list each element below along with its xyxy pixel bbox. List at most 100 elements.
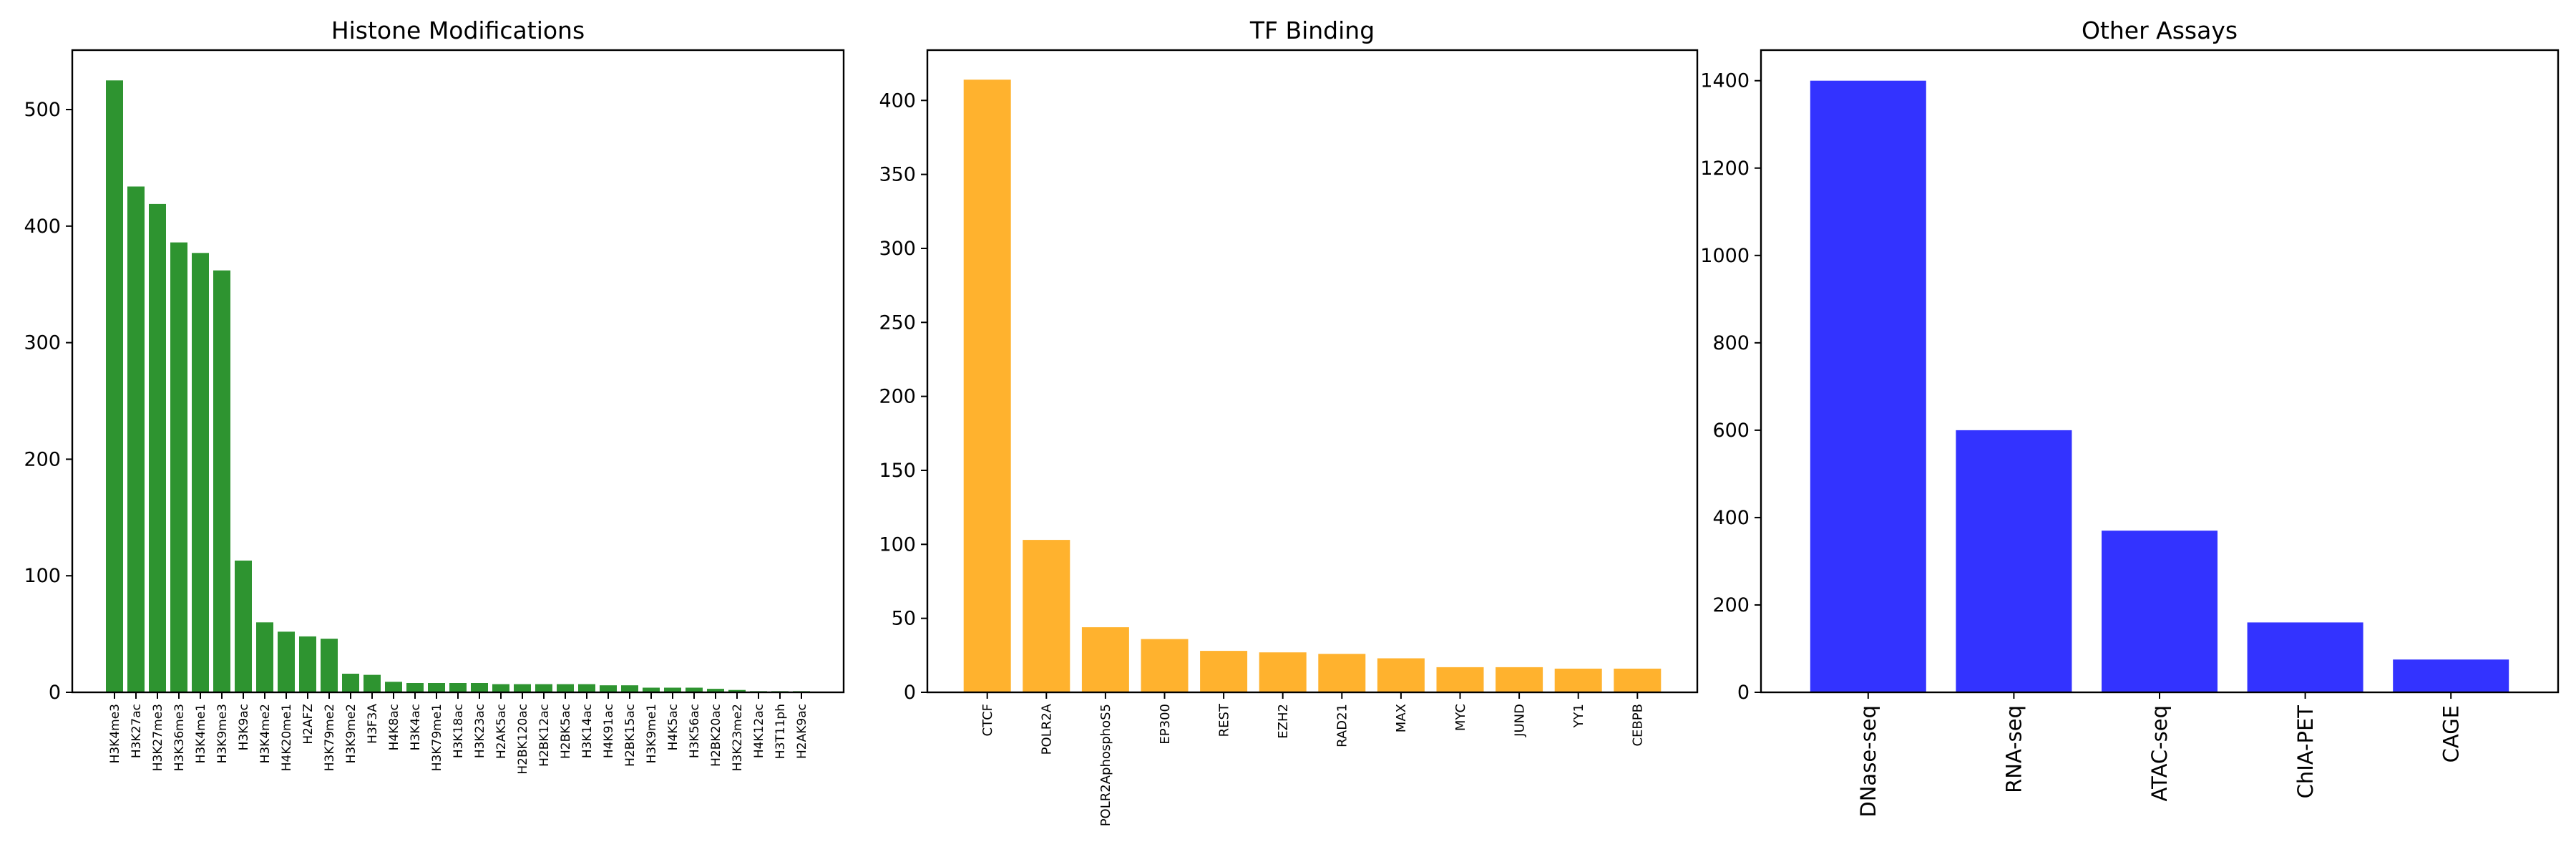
bar-rna-seq xyxy=(1956,430,2072,692)
bar-h3k14ac xyxy=(578,684,595,692)
x-tick-label: YY1 xyxy=(1571,704,1586,728)
y-tick-label: 200 xyxy=(879,386,916,408)
bar-h3k9me1 xyxy=(643,687,660,692)
bar-cebpb xyxy=(1614,668,1662,692)
x-tick-label: H3K14ac xyxy=(580,704,595,758)
bar-h2afz xyxy=(299,636,316,692)
chart-panel-2: TF Binding 0 50 100 150 200 250 300 350 400 CTCF PO… xyxy=(879,16,1699,826)
x-tick-label: H2AK9ac xyxy=(795,704,809,759)
chart-title: Other Assays xyxy=(2082,16,2238,44)
bar-ctcf xyxy=(963,79,1011,693)
y-tick-label: 1400 xyxy=(1700,70,1750,92)
bar-h2bk120ac xyxy=(514,684,531,692)
y-tick-label: 1000 xyxy=(1700,245,1750,267)
x-tick-label: CTCF xyxy=(980,704,995,736)
x-tick-label: H2BK15ac xyxy=(623,704,638,767)
bar-h3k18ac xyxy=(449,683,467,692)
x-tick-label: H3K4me1 xyxy=(194,704,208,763)
x-tick-label: CAGE xyxy=(2439,705,2463,762)
bar-h3k23me2 xyxy=(728,689,746,692)
x-tick-label: H3K36me3 xyxy=(172,704,187,771)
x-tick-label: H2BK12ac xyxy=(537,704,552,767)
y-tick-label: 200 xyxy=(24,448,61,470)
x-tick-label: MAX xyxy=(1394,704,1409,732)
bar-h2bk20ac xyxy=(707,689,724,692)
x-tick-label: H4K5ac xyxy=(666,704,680,750)
bar-h3k4ac xyxy=(406,683,424,692)
x-tick-label: H4K12ac xyxy=(752,704,766,758)
x-tick-label: H3T11ph xyxy=(774,704,788,759)
bar-ezh2 xyxy=(1259,652,1307,692)
x-tick-label: CEBPB xyxy=(1631,704,1646,747)
plot-frame xyxy=(71,49,845,694)
bar-h2ak5ac xyxy=(492,684,509,692)
bar-h3k56ac xyxy=(686,687,703,692)
y-tick-label: 100 xyxy=(879,533,916,556)
chart-title: TF Binding xyxy=(1249,16,1375,44)
x-tick-label: MYC xyxy=(1453,704,1468,731)
bar-h3k23ac xyxy=(471,683,488,692)
y-tick-label: 100 xyxy=(24,565,61,587)
bar-h3f3a xyxy=(364,674,381,692)
x-tick-label: H3K9me1 xyxy=(645,704,659,763)
y-tick-label: 0 xyxy=(49,682,61,704)
x-tick-label: H3K27me3 xyxy=(151,704,165,771)
y-tick-label: 0 xyxy=(1737,682,1750,704)
bar-polr2aphosphos5 xyxy=(1081,627,1129,692)
y-tick-label: 1200 xyxy=(1700,158,1750,180)
chart-title: Histone Modifications xyxy=(331,16,585,44)
x-tick-label: H4K20me1 xyxy=(280,704,294,771)
bar-h3k9me2 xyxy=(342,674,359,692)
bar-myc xyxy=(1436,667,1484,692)
chart-panel-3: Other Assays 0 200 400 600 800 1000 1200 1400 DNa… xyxy=(1700,16,2560,818)
x-tick-label: H2BK20ac xyxy=(709,704,723,767)
x-tick-label: H2AFZ xyxy=(301,704,316,745)
y-tick-label: 500 xyxy=(24,99,61,121)
bar-rad21 xyxy=(1318,654,1366,692)
bar-h3k9me3 xyxy=(213,270,230,692)
x-tick-label: H3K23ac xyxy=(473,704,487,758)
x-tick-label: RNA-seq xyxy=(2002,705,2026,793)
x-tick-label: H3F3A xyxy=(366,704,380,744)
y-tick-label: 600 xyxy=(1712,420,1750,442)
y-tick-label: 300 xyxy=(24,332,61,354)
x-tick-label: H3K27ac xyxy=(130,704,144,758)
y-tick-label: 150 xyxy=(879,460,916,482)
x-tick-label: POLR2AphosphoS5 xyxy=(1098,704,1113,826)
bar-h2bk12ac xyxy=(535,684,552,692)
bar-h3k4me1 xyxy=(192,253,209,692)
x-tick-label: ATAC-seq xyxy=(2147,705,2172,801)
bar-h3k27me3 xyxy=(149,203,166,692)
x-tick-label: POLR2A xyxy=(1040,703,1055,755)
bar-max xyxy=(1377,658,1425,692)
plot-frame xyxy=(926,49,1699,694)
x-tick-label: H3K4me3 xyxy=(108,704,122,763)
x-tick-label: DNase-seq xyxy=(1856,705,1880,818)
bar-h3k4me3 xyxy=(106,80,123,693)
y-tick-label: 250 xyxy=(879,311,916,334)
y-tick-label: 800 xyxy=(1712,332,1750,354)
bar-h2bk5ac xyxy=(557,684,574,692)
bar-h4k20me1 xyxy=(278,631,295,692)
bar-h4k91ac xyxy=(600,685,617,692)
y-tick-label: 350 xyxy=(879,164,916,186)
x-tick-label: H4K8ac xyxy=(387,704,401,750)
y-tick-label: 400 xyxy=(24,216,61,238)
x-tick-label: H3K79me1 xyxy=(430,704,444,771)
y-tick-label: 300 xyxy=(879,238,916,260)
chart-panel-1: Histone Modifications 0 100 200 300 400 500 H3K… xyxy=(24,16,845,775)
x-tick-label: REST xyxy=(1216,703,1231,737)
bar-atac-seq xyxy=(2102,531,2218,692)
x-tick-label: ChIA-PET xyxy=(2293,705,2318,799)
x-tick-label: H2AK5ac xyxy=(494,704,509,759)
x-tick-label: RAD21 xyxy=(1335,704,1350,747)
x-tick-label: H3K23me2 xyxy=(731,704,745,771)
bar-chia-pet xyxy=(2247,622,2363,692)
y-tick-label: 50 xyxy=(892,608,916,630)
x-tick-label: H2BK120ac xyxy=(516,704,530,775)
y-tick-label: 400 xyxy=(1712,507,1750,529)
bar-dnase-seq xyxy=(1810,80,1926,692)
bar-h3k79me1 xyxy=(428,683,445,692)
x-tick-label: H3K9me2 xyxy=(344,704,358,763)
